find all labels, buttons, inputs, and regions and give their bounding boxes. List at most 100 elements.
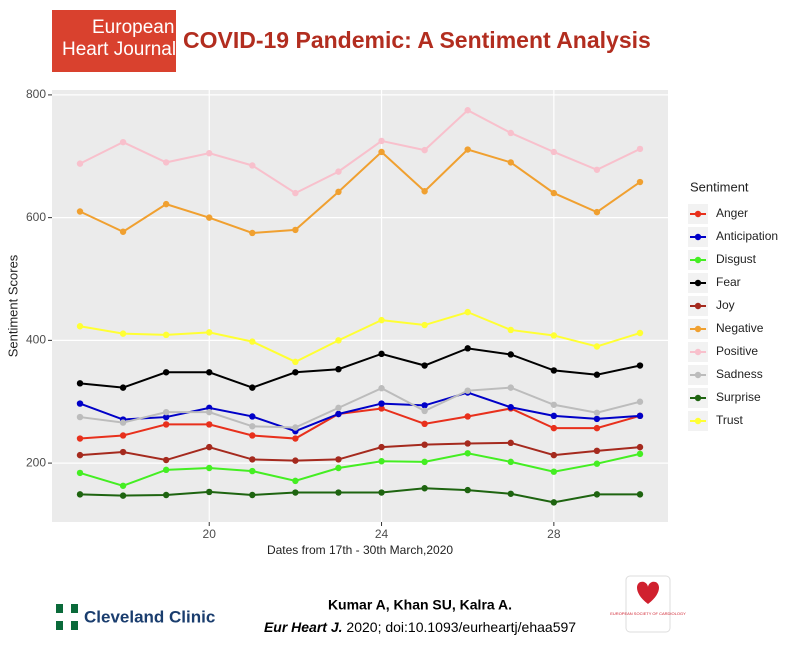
x-axis-label: Dates from 17th - 30th March,2020 [267, 543, 453, 557]
legend-label: Trust [716, 413, 744, 427]
logo-text: European [92, 17, 174, 38]
legend-dot [694, 394, 702, 402]
citation: Eur Heart J. 2020; doi:10.1093/eurheartj… [264, 619, 576, 635]
legend-label: Negative [716, 321, 764, 335]
data-point [378, 148, 385, 156]
data-point [162, 466, 170, 474]
data-point [507, 326, 514, 334]
data-point [421, 146, 428, 154]
data-point [378, 458, 385, 465]
data-point [507, 458, 514, 466]
data-point [464, 387, 471, 394]
y-axis-label: Sentiment Scores [5, 254, 20, 357]
society-name: EUROPEAN SOCIETY OF CARDIOLOGY [610, 611, 686, 616]
y-tick-label: 400 [26, 333, 46, 347]
data-point [292, 489, 299, 496]
data-point [119, 419, 127, 426]
data-point [292, 369, 299, 376]
data-point [550, 189, 558, 197]
series-line [79, 347, 641, 389]
data-point [421, 362, 428, 369]
data-point [636, 450, 644, 458]
legend-dot [694, 279, 702, 287]
data-point [550, 148, 558, 156]
data-point [249, 413, 256, 420]
data-point [378, 350, 385, 358]
data-point [550, 499, 558, 506]
data-point [335, 337, 342, 344]
data-point [249, 423, 256, 430]
data-point [335, 456, 342, 463]
legend-title: Sentiment [690, 179, 749, 194]
data-point [76, 323, 84, 330]
legend-label: Positive [716, 344, 758, 358]
data-point [76, 413, 84, 421]
data-point [378, 400, 385, 407]
data-point [206, 214, 213, 221]
data-point [292, 477, 299, 485]
data-point [636, 491, 644, 498]
legend-label: Sadness [716, 367, 763, 381]
data-point [507, 404, 514, 411]
data-point [249, 384, 256, 391]
x-tick-label: 20 [203, 527, 217, 541]
data-point [378, 385, 385, 392]
data-point [593, 371, 601, 378]
data-point [593, 491, 601, 498]
data-point [76, 400, 84, 407]
data-point [335, 366, 342, 373]
data-point [162, 421, 170, 428]
data-point [507, 351, 514, 358]
data-point [421, 188, 428, 195]
data-point [119, 330, 127, 337]
data-point [206, 464, 213, 472]
series-line [79, 391, 641, 433]
data-point [119, 228, 127, 235]
data-point [464, 345, 471, 352]
data-point [507, 159, 514, 166]
data-point [593, 460, 601, 467]
data-point [292, 358, 299, 366]
brand-logo [56, 613, 78, 621]
legend-dot [694, 210, 702, 218]
data-point [421, 407, 428, 415]
data-point [249, 162, 256, 169]
data-point [378, 405, 385, 412]
data-point [550, 451, 558, 459]
data-point [507, 129, 514, 137]
legend-dot [694, 256, 702, 264]
legend-label: Joy [716, 298, 735, 312]
logo-text: Heart Journal [62, 39, 176, 60]
data-point [119, 492, 127, 499]
society-heart [637, 581, 659, 604]
data-point [76, 491, 84, 498]
data-point [550, 367, 558, 374]
data-point [593, 424, 601, 432]
data-point [421, 485, 428, 492]
data-point [593, 447, 601, 455]
data-point [464, 308, 471, 316]
data-point [378, 443, 385, 451]
x-tick-label: 28 [547, 527, 561, 541]
data-point [464, 486, 471, 494]
chart-title: COVID-19 Pandemic: A Sentiment Analysis [183, 27, 651, 53]
data-point [206, 329, 213, 336]
data-point [464, 146, 471, 153]
data-point [292, 189, 299, 197]
data-point [335, 464, 342, 472]
legend-dot [694, 325, 702, 333]
data-point [162, 408, 170, 416]
data-point [206, 421, 213, 428]
series-line [79, 311, 641, 363]
data-point [119, 432, 127, 439]
data-point [593, 409, 601, 416]
legend-label: Fear [716, 275, 741, 289]
data-point [292, 457, 299, 464]
brand-name: Cleveland Clinic [84, 607, 215, 626]
data-point [76, 160, 84, 167]
authors: Kumar A, Khan SU, Kalra A. [328, 597, 512, 613]
data-point [421, 420, 428, 428]
data-point [249, 338, 256, 345]
